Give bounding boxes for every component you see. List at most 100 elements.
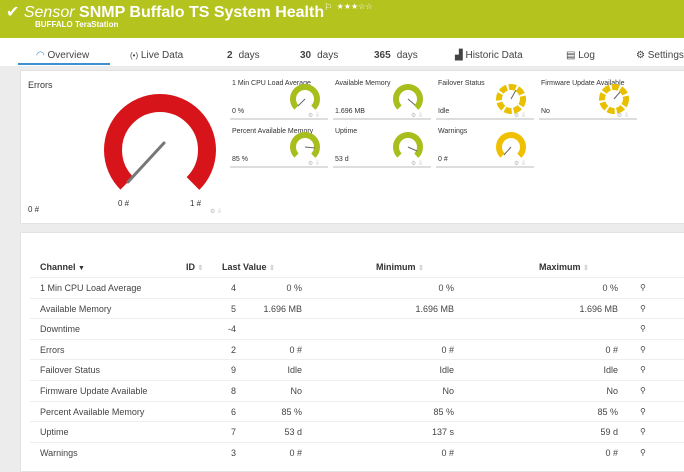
channel-id: 9 [230,365,236,376]
tile-tools-icon[interactable]: ⚙ ⇩ [307,161,320,167]
table-row[interactable]: Failover Status 9 Idle Idle Idle ⚲ [30,359,684,380]
channel-settings-icon[interactable]: ⚲ [640,365,646,375]
table-row[interactable]: 1 Min CPU Load Average 4 0 % 0 % 0 % ⚲ [30,277,684,298]
chart-icon: ▟ [455,50,463,61]
tab-2-days[interactable]: 2 days [227,50,260,61]
minimum-value: 0 % [438,283,454,293]
tab-bar: ◠ Overview (•) Live Data 2 days 30 days 36… [0,38,684,66]
channel-name[interactable]: 1 Min CPU Load Average [40,283,142,293]
tile-tools-icon[interactable]: ⚙ ⇩ [513,113,526,119]
gauge-tile[interactable]: Warnings 0 # ⚙ ⇩ [436,128,534,168]
maximum-value: 0 # [605,344,618,355]
last-value: 0 # [289,344,302,355]
channel-id: 5 [230,303,236,314]
channel-name[interactable]: Errors [40,344,65,355]
sensor-header: ✔ Sensor SNMP Buffalo TS System Health⚐ … [0,0,684,38]
col-channel[interactable]: Channel ▼ [40,262,85,272]
last-value: 85 % [281,406,302,417]
col-id[interactable]: ID ⇕ [186,262,204,272]
tile-gauge [393,132,423,162]
table-row[interactable]: Downtime -4 ⚲ [30,318,684,339]
tab-live-data[interactable]: (•) Live Data [130,50,184,61]
channel-id: 7 [230,427,236,438]
errors-max: 1 # [190,199,202,208]
tile-value: 53 d [335,156,349,163]
tab-log[interactable]: ▤ Log [566,50,595,61]
table-row[interactable]: Uptime 7 53 d 137 s 59 d ⚲ [30,421,684,442]
gauge-tile[interactable]: Uptime 53 d ⚙ ⇩ [333,128,431,168]
channel-settings-icon[interactable]: ⚲ [640,386,646,395]
minimum-value: 0 # [441,344,454,355]
device-name[interactable]: BUFFALO TeraStation [35,20,119,29]
tile-tools-icon[interactable]: ⚙ ⇩ [410,113,423,119]
last-value: 1.696 MB [263,303,302,314]
channel-name[interactable]: Warnings [40,447,78,458]
priority-stars[interactable]: ★★★☆☆ [336,2,373,11]
gauge-tile[interactable]: Percent Available Memory 85 % ⚙ ⇩ [230,128,328,168]
check-icon: ✔ [6,4,20,21]
tile-tools-icon[interactable]: ⚙ ⇩ [513,161,526,167]
col-last-value[interactable]: Last Value ⇕ [222,262,275,272]
tile-label: Firmware Update Available [541,80,625,87]
maximum-value: 1.696 MB [579,303,618,314]
tab-settings[interactable]: ⚙ Settings [636,50,684,61]
table-row[interactable]: Warnings 3 0 # 0 # 0 # ⚲ [30,441,684,463]
channel-settings-icon[interactable]: ⚲ [640,406,646,416]
tile-tools-icon[interactable]: ⚙ ⇩ [616,113,629,119]
tab-historic-data[interactable]: ▟ Historic Data [455,50,523,61]
channel-settings-icon[interactable]: ⚲ [640,344,646,354]
channel-name[interactable]: Firmware Update Available [40,386,148,396]
channel-name[interactable]: Failover Status [40,365,101,376]
table-row[interactable]: Errors 2 0 # 0 # 0 # ⚲ [30,338,684,360]
channel-name[interactable]: Downtime [40,324,81,335]
tile-gauge [599,84,629,114]
gauge-tile[interactable]: Firmware Update Available No ⚙ ⇩ [539,80,637,120]
sensor-title: SNMP Buffalo TS System Health [79,4,325,21]
channel-name[interactable]: Percent Available Memory [40,406,145,417]
tile-tools-icon[interactable]: ⚙ ⇩ [410,161,423,167]
tab-365-days[interactable]: 365 days [374,50,418,61]
channel-id: 8 [230,386,236,396]
tile-label: 1 Min CPU Load Average [232,80,311,87]
sensor-prefix: Sensor [23,4,75,21]
gauge-tile[interactable]: 1 Min CPU Load Average 0 % ⚙ ⇩ [230,80,328,120]
errors-min: 0 # [28,205,40,214]
last-value: Idle [287,365,302,376]
maximum-value: 59 d [600,427,618,438]
last-value: No [290,386,302,396]
table-row[interactable]: Firmware Update Available 8 No No No ⚲ [30,380,684,401]
tab-30-days[interactable]: 30 days [300,50,339,61]
minimum-value: 137 s [431,427,454,438]
channel-name[interactable]: Uptime [40,427,69,438]
channel-settings-icon[interactable]: ⚲ [640,427,646,437]
table-row[interactable]: Available Memory 5 1.696 MB 1.696 MB 1.696 M… [30,297,684,319]
maximum-value: 85 % [597,406,618,417]
col-minimum[interactable]: Minimum ⇕ [376,262,424,272]
channel-settings-icon[interactable]: ⚲ [640,447,646,457]
channel-name[interactable]: Available Memory [40,303,112,314]
channel-settings-icon[interactable]: ⚲ [640,324,646,334]
table-row[interactable]: Percent Available Memory 6 85 % 85 % 85 % ⚲ [30,400,684,422]
log-icon: ▤ [566,50,576,61]
last-value: 53 d [284,427,302,438]
gauges-panel [20,70,684,224]
gear-icon: ⚙ [636,50,645,61]
tile-tools-icon[interactable]: ⚙ ⇩ [307,113,320,119]
gauge-tools-icon[interactable]: ⚙ ⇩ [210,209,223,215]
channel-settings-icon[interactable]: ⚲ [640,283,646,292]
tile-label: Warnings [438,128,468,135]
minimum-value: Idle [439,365,454,376]
tile-gauge [290,84,320,114]
minimum-value: 85 % [433,406,454,417]
gauge-tile[interactable]: Failover Status Idle ⚙ ⇩ [436,80,534,120]
channel-id: 6 [230,406,236,417]
flag-icon[interactable]: ⚐ [324,2,333,12]
channel-settings-icon[interactable]: ⚲ [640,303,646,313]
tile-gauge [290,132,320,162]
gauge-tile[interactable]: Available Memory 1.696 MB ⚙ ⇩ [333,80,431,120]
errors-label: Errors [28,80,53,90]
col-maximum[interactable]: Maximum ⇕ [539,262,589,272]
tab-overview[interactable]: ◠ Overview [36,50,90,61]
errors-gauge [103,93,216,198]
tile-label: Uptime [335,128,358,135]
